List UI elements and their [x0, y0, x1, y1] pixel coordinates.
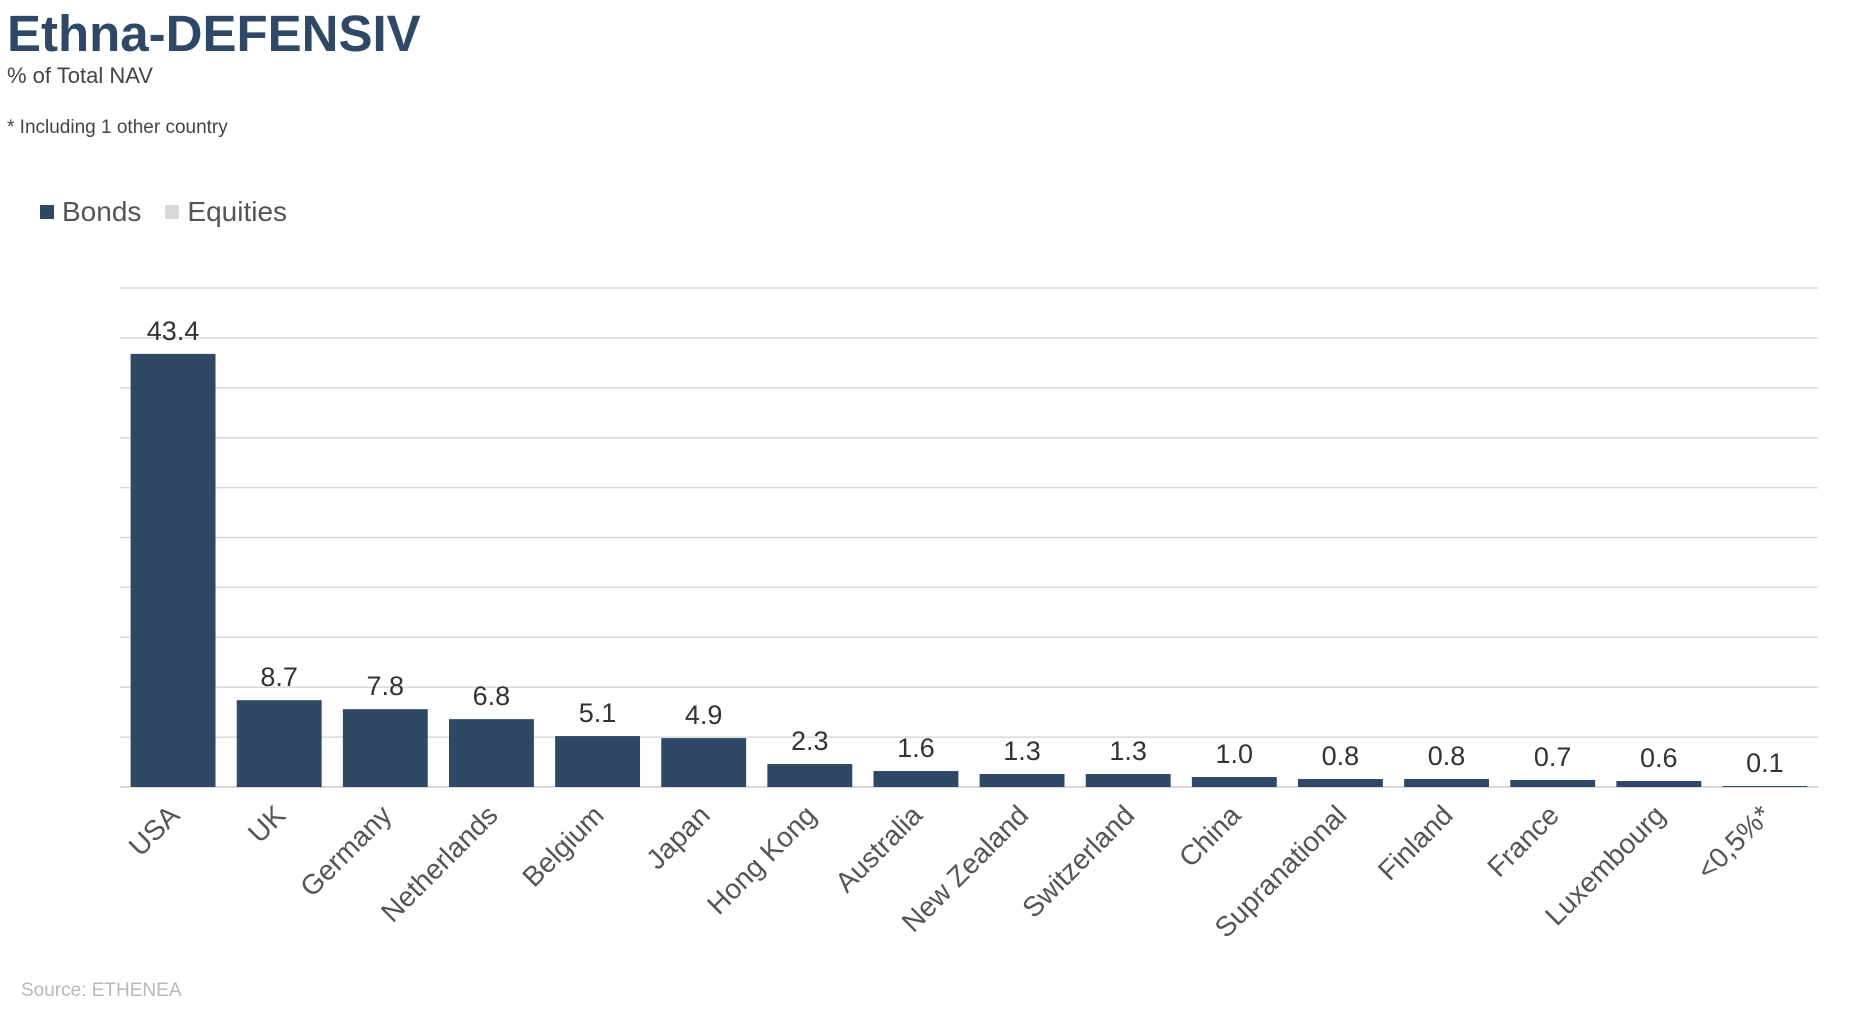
tick-label-0: USA — [123, 799, 186, 862]
chart-source: Source: ETHENEA — [21, 980, 182, 1001]
data-label-0: 43.4 — [147, 316, 200, 346]
legend-item-equities: Equities — [165, 194, 287, 230]
bars — [130, 353, 1808, 787]
data-label-6: 2.3 — [791, 726, 829, 756]
bar-bonds-10 — [1191, 777, 1277, 787]
tick-label-4: Belgium — [516, 799, 609, 892]
tick-label-15: <0,5%* — [1691, 799, 1777, 885]
data-label-8: 1.3 — [1003, 736, 1041, 766]
legend-label-bonds: Bonds — [62, 196, 142, 227]
data-label-5: 4.9 — [685, 700, 723, 730]
bar-bonds-13 — [1510, 780, 1596, 787]
data-label-1: 8.7 — [260, 662, 298, 692]
tick-label-6: Hong Kong — [701, 799, 822, 920]
data-label-9: 1.3 — [1109, 736, 1147, 766]
bar-bonds-15 — [1722, 786, 1808, 787]
chart-legend: Bonds Equities — [40, 194, 311, 230]
data-label-10: 1.0 — [1216, 739, 1254, 769]
tick-label-12: Finland — [1372, 799, 1459, 886]
chart-title: Ethna-DEFENSIV — [7, 5, 421, 62]
bar-bonds-12 — [1404, 779, 1490, 787]
legend-swatch-bonds — [40, 205, 54, 219]
tick-label-7: Australia — [829, 799, 928, 898]
tick-label-9: Switzerland — [1016, 799, 1140, 923]
data-label-11: 0.8 — [1322, 741, 1360, 771]
bar-bonds-5 — [661, 738, 747, 787]
data-label-4: 5.1 — [579, 698, 617, 728]
bar-bonds-3 — [448, 719, 534, 787]
tick-label-13: France — [1481, 799, 1565, 883]
bar-bonds-2 — [342, 709, 428, 787]
legend-label-equities: Equities — [187, 196, 288, 227]
chart-subtitle: % of Total NAV — [7, 63, 153, 88]
data-label-7: 1.6 — [897, 733, 935, 763]
data-label-2: 7.8 — [367, 671, 405, 701]
bar-bonds-9 — [1085, 774, 1171, 787]
bar-bonds-14 — [1616, 781, 1702, 787]
data-labels: 43.4 8.7 7.8 6.8 5.1 4.9 2.3 1.6 1.3 1.3 1.0 0.8 0.8… — [147, 316, 1784, 778]
bar-bonds-6 — [767, 764, 853, 787]
tick-label-5: Japan — [640, 799, 716, 875]
tick-label-10: China — [1173, 799, 1247, 873]
legend-item-bonds: Bonds — [40, 194, 141, 230]
data-label-12: 0.8 — [1428, 741, 1466, 771]
legend-swatch-equities — [165, 205, 180, 219]
bar-bonds-1 — [236, 700, 322, 787]
tick-label-1: UK — [242, 799, 292, 849]
bar-bonds-0 — [130, 353, 216, 787]
data-label-3: 6.8 — [473, 681, 511, 711]
data-label-13: 0.7 — [1534, 742, 1572, 772]
bar-bonds-11 — [1297, 779, 1383, 787]
tick-label-2: Germany — [294, 799, 397, 902]
data-label-15: 0.1 — [1746, 748, 1784, 778]
chart-footnote: * Including 1 other country — [7, 117, 228, 138]
bar-bonds-4 — [555, 736, 641, 787]
data-label-14: 0.6 — [1640, 743, 1678, 773]
bar-bonds-8 — [979, 774, 1065, 787]
bar-bonds-7 — [873, 771, 959, 787]
